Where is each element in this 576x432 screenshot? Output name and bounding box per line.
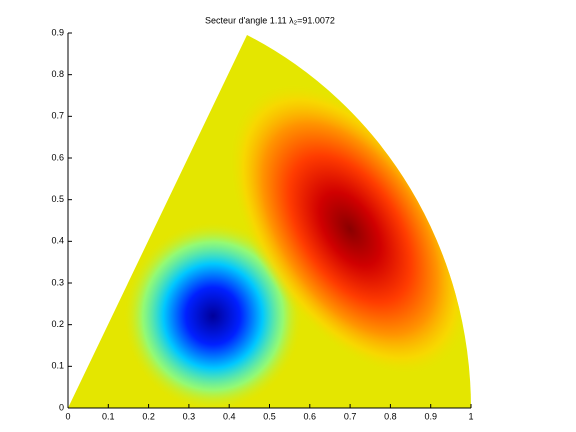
y-tick-label: 0.3 (51, 277, 64, 287)
x-tick-label: 0.3 (183, 411, 196, 421)
y-tick-label: 0.1 (51, 361, 64, 371)
x-tick-label: 0.4 (223, 411, 236, 421)
y-tick-label: 0 (59, 402, 64, 412)
x-tick-label: 0.8 (384, 411, 397, 421)
x-tick-label: 0.2 (142, 411, 155, 421)
y-tick-label: 0.4 (51, 236, 64, 246)
x-tick-label: 0.9 (424, 411, 437, 421)
chart-title: Secteur d'angle 1.11 λ₂=91.0072 (205, 15, 335, 25)
y-tick-label: 0.9 (51, 27, 64, 37)
x-tick-label: 0.5 (263, 411, 276, 421)
x-tick-label: 0 (65, 411, 70, 421)
x-tick-label: 0.7 (344, 411, 357, 421)
y-tick-label: 0.7 (51, 111, 64, 121)
blue-region (123, 221, 303, 408)
x-tick-label: 1 (468, 411, 473, 421)
x-tick-label: 0.6 (304, 411, 317, 421)
x-tick-label: 0.1 (102, 411, 115, 421)
y-tick-label: 0.8 (51, 69, 64, 79)
field (68, 35, 471, 408)
y-tick-label: 0.5 (51, 194, 64, 204)
y-tick-label: 0.6 (51, 152, 64, 162)
y-tick-label: 0.2 (51, 319, 64, 329)
